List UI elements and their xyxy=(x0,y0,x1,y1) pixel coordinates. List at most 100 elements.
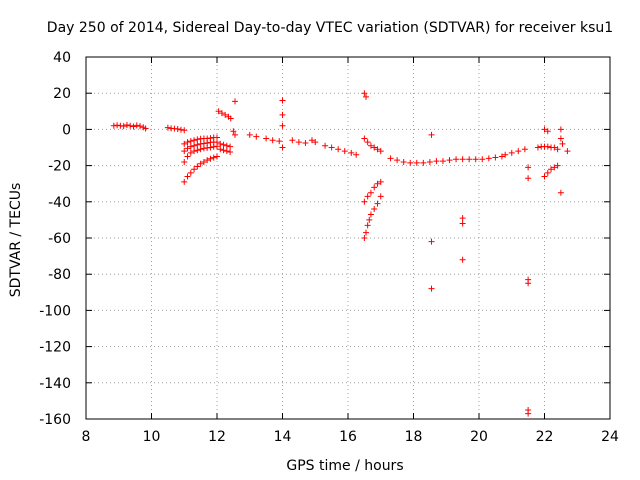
data-point xyxy=(184,139,191,146)
data-point xyxy=(204,157,211,164)
data-point xyxy=(191,166,198,173)
x-tick-label: 24 xyxy=(601,429,619,445)
data-point xyxy=(207,144,214,151)
data-point xyxy=(130,123,137,130)
data-point xyxy=(367,211,374,218)
data-point xyxy=(364,193,371,200)
data-point xyxy=(232,98,239,105)
data-point xyxy=(220,147,227,154)
data-point xyxy=(302,139,309,146)
data-point xyxy=(181,178,188,185)
data-point xyxy=(223,142,230,149)
data-point xyxy=(557,189,564,196)
data-point xyxy=(551,144,558,151)
y-tick-label: -80 xyxy=(48,267,71,283)
data-point xyxy=(428,238,435,245)
data-point xyxy=(187,138,194,145)
chart-title: Day 250 of 2014, Sidereal Day-to-day VTE… xyxy=(47,20,613,36)
data-point xyxy=(361,135,368,142)
data-point xyxy=(366,216,373,223)
data-point xyxy=(227,143,234,150)
data-point xyxy=(557,135,564,142)
y-tick-label: -20 xyxy=(48,159,71,175)
data-point xyxy=(127,122,134,129)
data-point xyxy=(544,143,551,150)
data-point xyxy=(120,123,127,130)
data-point xyxy=(200,158,207,165)
data-point xyxy=(498,153,505,160)
y-tick-label: -140 xyxy=(39,376,71,392)
data-point xyxy=(191,137,198,144)
data-point xyxy=(187,143,194,150)
data-point xyxy=(361,90,368,97)
data-point xyxy=(433,158,440,165)
data-points xyxy=(110,90,571,417)
data-point xyxy=(174,126,181,133)
data-point xyxy=(479,156,486,163)
y-tick-label: -100 xyxy=(39,303,71,319)
data-point xyxy=(200,145,207,152)
data-point xyxy=(377,148,384,155)
y-tick-label: -60 xyxy=(48,231,71,247)
data-point xyxy=(364,222,371,229)
data-point xyxy=(197,146,204,153)
data-point xyxy=(181,148,188,155)
x-tick-label: 12 xyxy=(208,429,226,445)
data-point xyxy=(187,149,194,156)
data-point xyxy=(181,127,188,134)
data-point xyxy=(541,126,548,133)
data-point xyxy=(218,110,225,117)
axis-ticks: 8 10 12 14 16 18 20 22 24 40 20 0 -20 -40 -60 -80 -100 -1… xyxy=(39,50,619,445)
data-point xyxy=(341,148,348,155)
data-point xyxy=(353,151,360,158)
data-point xyxy=(184,153,191,160)
data-point xyxy=(279,122,286,129)
data-point xyxy=(181,158,188,165)
data-point xyxy=(223,148,230,155)
data-point xyxy=(374,180,381,187)
data-point xyxy=(335,146,342,153)
data-point xyxy=(557,126,564,133)
data-point xyxy=(364,139,371,146)
data-point xyxy=(308,137,315,144)
data-point xyxy=(214,153,220,160)
data-point xyxy=(420,159,427,166)
data-point xyxy=(508,149,515,156)
y-tick-label: 0 xyxy=(62,122,71,138)
data-point xyxy=(515,148,522,155)
data-point xyxy=(374,146,381,153)
y-tick-label: -160 xyxy=(39,412,71,428)
y-tick-label: 40 xyxy=(53,50,71,66)
data-point xyxy=(279,144,286,151)
data-point xyxy=(413,159,420,166)
data-point xyxy=(194,163,201,170)
data-point xyxy=(525,164,532,171)
data-point xyxy=(502,151,509,158)
data-point xyxy=(210,154,217,161)
data-point xyxy=(177,126,184,133)
data-point xyxy=(534,144,541,151)
data-point xyxy=(295,139,302,146)
data-point xyxy=(371,206,378,213)
data-point xyxy=(387,155,394,162)
data-point xyxy=(459,156,466,163)
data-point xyxy=(361,198,368,205)
data-point xyxy=(361,235,368,241)
data-point xyxy=(289,137,296,144)
data-point xyxy=(363,229,370,236)
data-point xyxy=(394,157,401,164)
data-point xyxy=(428,131,435,138)
data-point xyxy=(371,184,378,191)
data-point xyxy=(215,108,222,115)
data-point xyxy=(312,139,319,146)
data-point xyxy=(110,122,117,129)
data-point xyxy=(220,141,227,148)
x-tick-label: 18 xyxy=(405,429,423,445)
data-point xyxy=(328,144,335,151)
data-point xyxy=(246,131,253,138)
data-point xyxy=(559,140,566,147)
data-point xyxy=(551,164,558,171)
x-axis-label: GPS time / hours xyxy=(286,458,403,474)
grid xyxy=(86,57,610,419)
